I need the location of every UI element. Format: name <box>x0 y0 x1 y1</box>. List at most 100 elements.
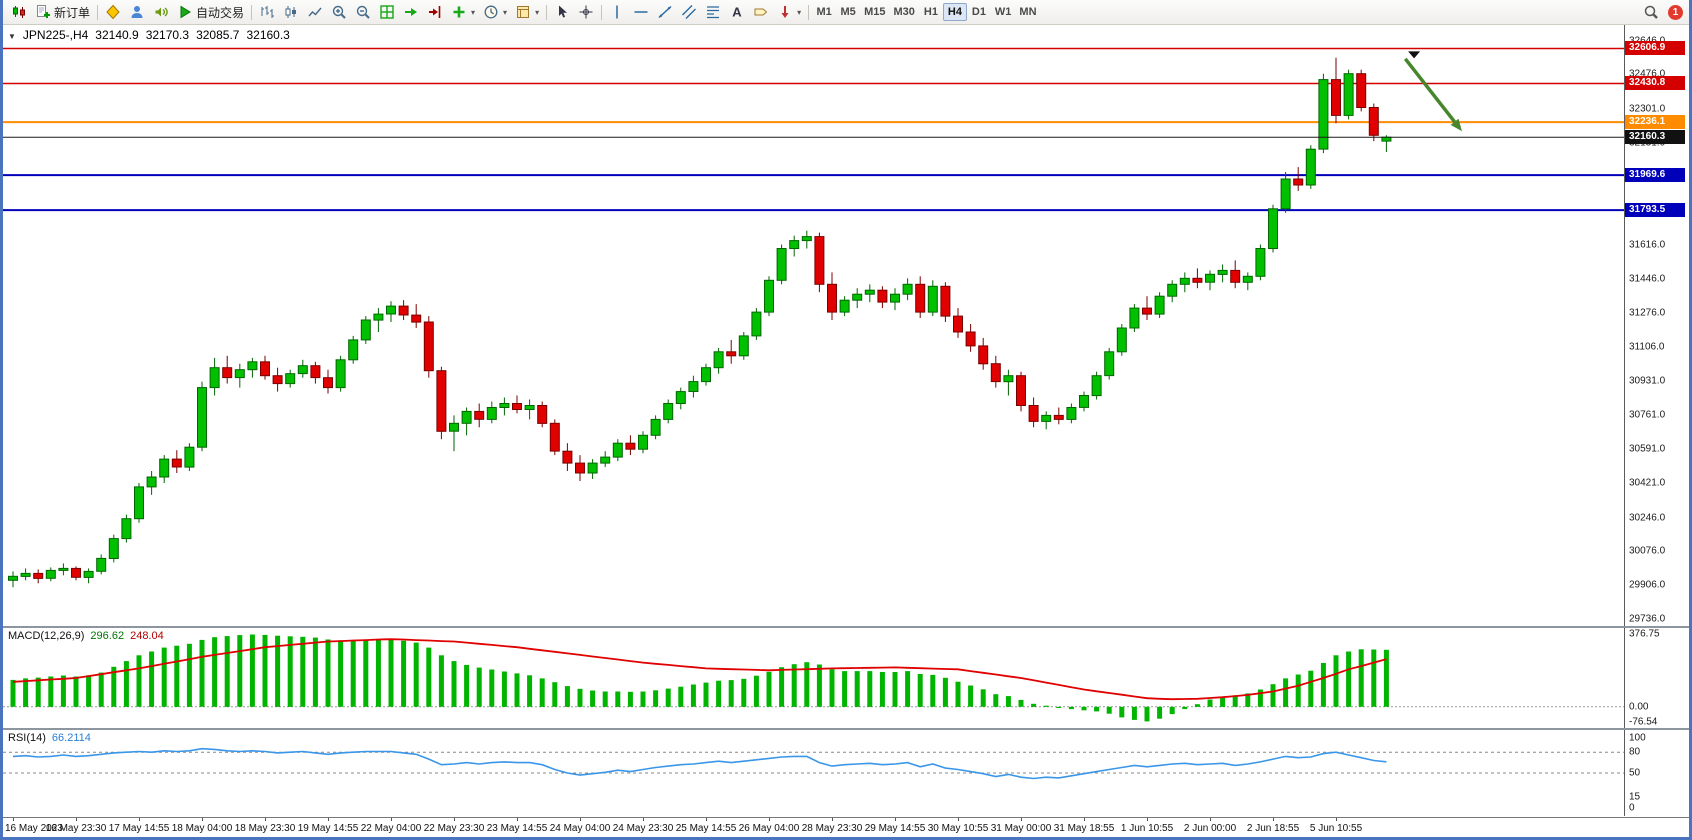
price-axis-label: 30421.0 <box>1629 477 1666 489</box>
arrows-icon <box>781 6 789 18</box>
shift-icon <box>429 6 441 18</box>
search-icon <box>1644 5 1658 19</box>
time-axis-label: 2 Jun 00:00 <box>1183 823 1237 834</box>
macd-plot[interactable]: MACD(12,26,9) 296.62 248.04 <box>3 628 1625 728</box>
price-plot[interactable]: ▼ JPN225-,H4 32140.9 32170.3 32085.7 321… <box>3 25 1625 626</box>
arrows-button[interactable]: ▾ <box>773 2 805 22</box>
macd-axis[interactable]: 376.75 0.00 -76.54 <box>1624 628 1689 728</box>
timeframe-w1-button[interactable]: W1 <box>991 3 1016 21</box>
time-axis-label: 23 May 14:55 <box>486 823 548 834</box>
arrow-anchor-marker <box>1408 51 1421 59</box>
chart-shift-button[interactable] <box>423 2 447 22</box>
person-icon <box>131 6 143 18</box>
tile-windows-button[interactable] <box>375 2 399 22</box>
timeframe-h1-button[interactable]: H1 <box>919 3 943 21</box>
time-axis-tick <box>139 818 140 821</box>
cursor-button[interactable] <box>550 2 574 22</box>
clock-icon <box>484 5 498 19</box>
tile-icon <box>380 5 394 19</box>
time-axis-label: 16 May 2023 <box>5 823 63 834</box>
fibonacci-button[interactable] <box>701 2 725 22</box>
macd-chart-canvas[interactable] <box>3 628 1625 728</box>
market-button[interactable] <box>125 2 149 22</box>
price-level-badge: 32236.1 <box>1625 115 1685 130</box>
auto-scroll-button[interactable] <box>399 2 423 22</box>
vline-icon <box>616 5 618 19</box>
autotrading-button[interactable]: 自动交易 <box>173 2 248 22</box>
zoom-out-button[interactable] <box>351 2 375 22</box>
indicators-button[interactable]: ▾ <box>447 2 479 22</box>
bar-open-value: 32140.9 <box>95 28 139 42</box>
line-chart-button[interactable] <box>303 2 327 22</box>
price-axis-label: 32301.0 <box>1629 103 1666 115</box>
periods-button[interactable]: ▾ <box>479 2 511 22</box>
price-axis-label: 32476.0 <box>1629 68 1666 80</box>
toolbar-separator <box>251 4 253 20</box>
horizontal-level-lines[interactable] <box>3 47 1625 212</box>
bar-chart-button[interactable] <box>255 2 279 22</box>
crosshair-icon <box>579 5 593 19</box>
current-price-badge: 32160.3 <box>1625 130 1685 145</box>
new-chart-button[interactable] <box>7 2 31 22</box>
time-axis-label: 18 May 23:30 <box>234 823 296 834</box>
rsi-axis-label: 100 <box>1629 732 1646 744</box>
chart-candles-icon <box>13 6 25 18</box>
time-axis-tick <box>958 818 959 821</box>
horizontal-line-button[interactable] <box>629 2 653 22</box>
time-axis-tick <box>13 818 14 821</box>
timeframe-m1-button[interactable]: M1 <box>812 3 836 21</box>
pane-separator[interactable] <box>3 626 1689 628</box>
rsi-axis[interactable]: 100 80 50 15 0 <box>1624 730 1689 816</box>
timeframe-m5-button[interactable]: M5 <box>836 3 860 21</box>
macd-axis-label: 376.75 <box>1629 628 1660 640</box>
template-icon <box>517 6 530 18</box>
search-button[interactable] <box>1639 2 1663 22</box>
timeframe-m15-button[interactable]: M15 <box>860 3 889 21</box>
channel-button[interactable] <box>677 2 701 22</box>
trendline-button[interactable] <box>653 2 677 22</box>
candlesticks <box>8 57 1392 588</box>
timeframe-mn-button[interactable]: MN <box>1015 3 1040 21</box>
price-axis[interactable]: 32646.032476.032301.032131.031961.031786… <box>1624 25 1689 626</box>
timeframe-d1-button[interactable]: D1 <box>967 3 991 21</box>
price-chart-canvas[interactable] <box>3 25 1625 626</box>
text-button[interactable]: A <box>725 2 749 22</box>
toolbar-buttons: 新订单 自动交易 ▾ ▾ ▾ A ▾ <box>7 0 812 24</box>
bar-high-value: 32170.3 <box>145 28 190 42</box>
timeframe-h4-button[interactable]: H4 <box>942 3 967 21</box>
time-axis-tick <box>769 818 770 821</box>
time-axis[interactable]: 16 May 2023 16 May 23:30 17 May 14:55 18 Ma… <box>3 817 1689 837</box>
channel-icon <box>682 5 697 19</box>
candle-chart-button[interactable] <box>279 2 303 22</box>
vertical-line-button[interactable] <box>605 2 629 22</box>
notification-badge[interactable]: 1 <box>1668 4 1683 20</box>
crosshair-button[interactable] <box>574 2 598 22</box>
toolbar: 新订单 自动交易 ▾ ▾ ▾ A ▾ M1 M5 M15 M30 H1 H4 D1 W1 MN 1 <box>3 0 1689 25</box>
metaeditor-button[interactable] <box>101 2 125 22</box>
signals-button[interactable] <box>149 2 173 22</box>
toolbar-right: 1 <box>1639 2 1685 22</box>
time-axis-tick <box>580 818 581 821</box>
text-label-button[interactable] <box>749 2 773 22</box>
toolbar-separator <box>601 4 603 20</box>
new-order-button[interactable]: 新订单 <box>31 2 94 22</box>
new-order-button-label: 新订单 <box>54 5 91 20</box>
indicator-icon <box>453 6 465 18</box>
macd-label: MACD(12,26,9) 296.62 248.04 <box>8 630 164 642</box>
time-axis-label: 2 Jun 18:55 <box>1246 823 1300 834</box>
trend-arrow[interactable] <box>1403 51 1462 132</box>
macd-name: MACD(12,26,9) <box>8 630 85 642</box>
timeframe-m30-button[interactable]: M30 <box>890 3 919 21</box>
collapse-arrow-icon[interactable]: ▼ <box>8 32 16 41</box>
price-pane: ▼ JPN225-,H4 32140.9 32170.3 32085.7 321… <box>3 25 1689 626</box>
macd-axis-label: 0.00 <box>1629 701 1649 713</box>
rsi-plot[interactable]: RSI(14) 66.2114 <box>3 730 1625 816</box>
time-axis-label: 17 May 14:55 <box>108 823 170 834</box>
rsi-name: RSI(14) <box>8 732 46 744</box>
zoom-in-button[interactable] <box>327 2 351 22</box>
rsi-chart-canvas[interactable] <box>3 730 1625 816</box>
templates-button[interactable]: ▾ <box>511 2 543 22</box>
pane-separator[interactable] <box>3 728 1689 730</box>
time-axis-tick <box>1273 818 1274 821</box>
